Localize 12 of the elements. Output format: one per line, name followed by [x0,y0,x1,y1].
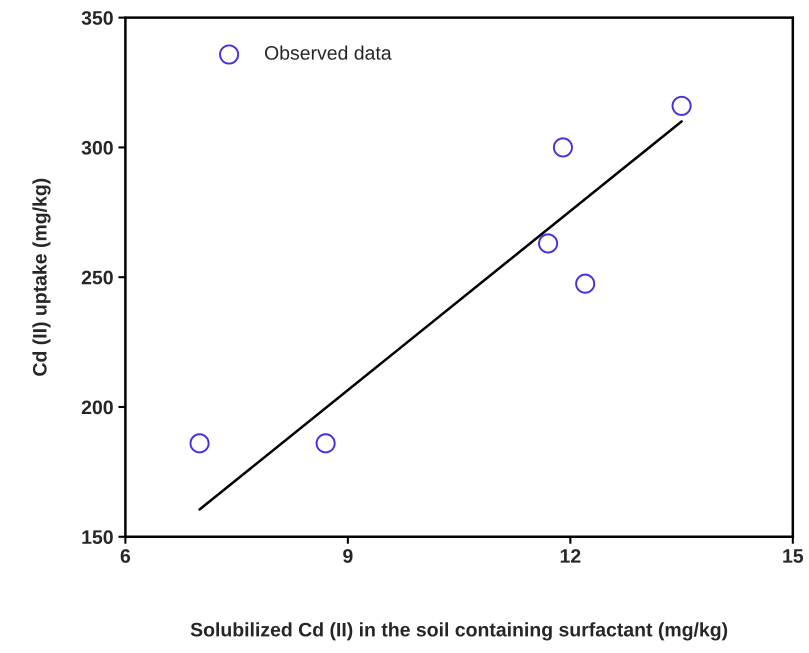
legend-label: Observed data [265,46,392,60]
x-tick-label: 9 [343,549,353,563]
y-tick-label: 350 [82,11,113,25]
x-tick-label: 6 [120,549,130,563]
x-tick-label: 12 [560,549,580,563]
y-tick-label: 250 [82,270,113,284]
y-tick-label: 300 [82,140,113,155]
y-axis-title: Cd (II) uptake (mg/kg) [32,178,51,376]
x-tick-label: 15 [783,549,804,563]
y-tick-label: 200 [82,400,113,414]
y-tick-label: 150 [82,530,113,544]
x-axis-title: Solubilized Cd (II) in the soil containing surfactant (mg/kg) [190,622,728,640]
